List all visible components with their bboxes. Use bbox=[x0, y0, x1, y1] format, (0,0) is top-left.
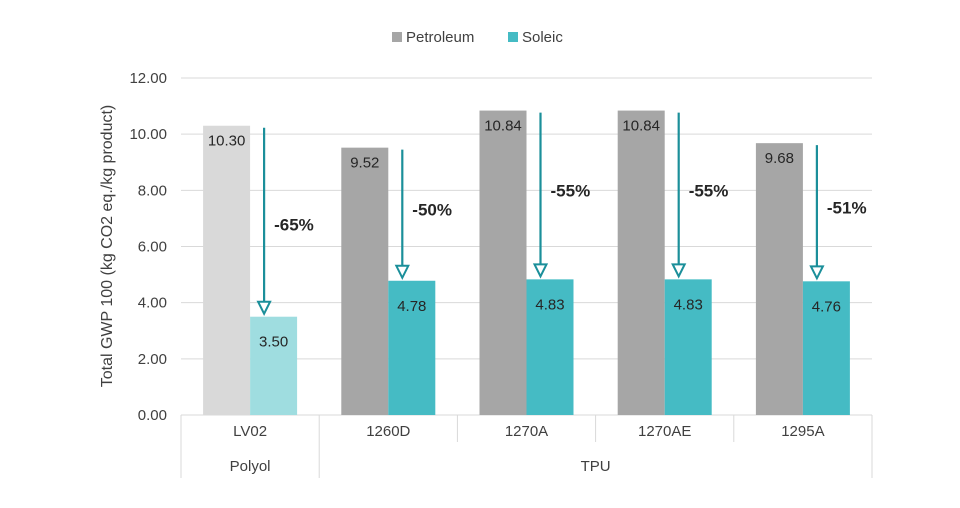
bar-petroleum bbox=[479, 110, 527, 416]
x-category-label: LV02 bbox=[233, 423, 267, 440]
bar-soleic bbox=[388, 280, 436, 415]
reduction-label: -55% bbox=[551, 181, 591, 200]
y-tick-label: 0.00 bbox=[138, 407, 167, 424]
data-label-petroleum: 10.84 bbox=[622, 118, 660, 135]
x-category-label: 1260D bbox=[366, 423, 410, 440]
reduction-arrowhead bbox=[671, 263, 687, 279]
data-label-soleic: 3.50 bbox=[259, 334, 288, 351]
legend-label-petroleum: Petroleum bbox=[406, 29, 474, 46]
x-category-label: 1270A bbox=[505, 423, 548, 440]
bar-petroleum bbox=[755, 143, 803, 416]
data-label-soleic: 4.83 bbox=[535, 296, 564, 313]
data-label-petroleum: 10.84 bbox=[484, 118, 522, 135]
reduction-arrowhead bbox=[809, 265, 825, 281]
y-tick-label: 12.00 bbox=[129, 70, 167, 87]
bar-petroleum bbox=[341, 147, 389, 415]
bar-petroleum bbox=[203, 125, 251, 415]
reduction-arrowhead bbox=[256, 300, 272, 316]
reduction-label: -65% bbox=[274, 216, 314, 235]
x-group-label: Polyol bbox=[230, 458, 271, 475]
data-label-soleic: 4.78 bbox=[397, 298, 426, 315]
bar-petroleum bbox=[617, 110, 665, 416]
y-tick-label: 10.00 bbox=[129, 126, 167, 143]
y-tick-label: 2.00 bbox=[138, 351, 167, 368]
data-label-petroleum: 9.52 bbox=[350, 155, 379, 172]
data-label-petroleum: 9.68 bbox=[765, 150, 794, 167]
bar-soleic bbox=[664, 279, 712, 415]
reduction-label: -51% bbox=[827, 199, 867, 218]
bar-soleic bbox=[802, 281, 850, 415]
x-category-label: 1295A bbox=[781, 423, 824, 440]
bar-soleic bbox=[250, 316, 298, 415]
data-label-soleic: 4.76 bbox=[812, 298, 841, 315]
data-label-soleic: 4.83 bbox=[674, 296, 703, 313]
y-tick-label: 4.00 bbox=[138, 295, 167, 312]
legend-swatch-soleic bbox=[508, 32, 518, 42]
reduction-arrowhead bbox=[532, 263, 549, 279]
y-axis-title: Total GWP 100 (kg CO2 eq./kg product) bbox=[99, 105, 116, 388]
x-group-label: TPU bbox=[581, 458, 611, 475]
data-label-petroleum: 10.30 bbox=[208, 133, 246, 150]
y-tick-label: 8.00 bbox=[138, 182, 167, 199]
y-tick-label: 6.00 bbox=[138, 239, 167, 256]
bar-soleic bbox=[526, 279, 574, 415]
legend-label-soleic: Soleic bbox=[522, 29, 563, 46]
reduction-label: -50% bbox=[412, 201, 452, 220]
reduction-label: -55% bbox=[689, 181, 729, 200]
reduction-arrowhead bbox=[394, 264, 410, 280]
legend-swatch-petroleum bbox=[392, 32, 402, 42]
x-category-label: 1270AE bbox=[638, 423, 691, 440]
